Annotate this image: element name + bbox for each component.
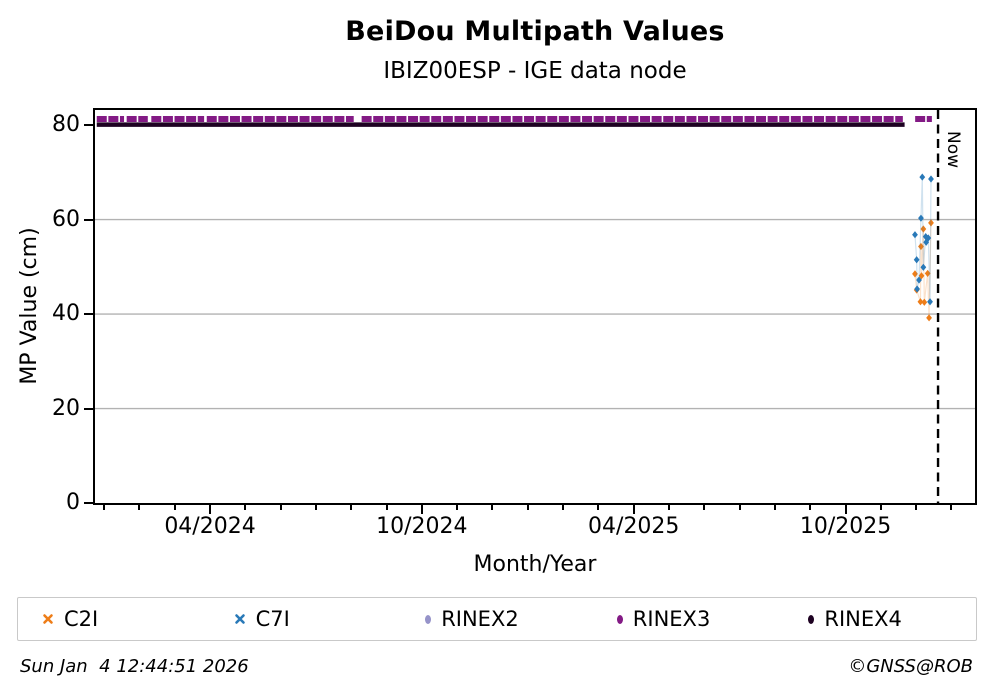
y-tick-0 [84, 502, 93, 504]
x-tick-minor-17 [809, 505, 812, 510]
point-c7i-2025-12-21 [919, 173, 926, 181]
x-tick-major-10/2024 [420, 505, 423, 514]
legend-marker-rinex2-icon [425, 614, 432, 624]
point-c7i-2025-12-15 [912, 231, 918, 239]
point-c2i-2025-12-29 [928, 219, 934, 227]
point-c7i-2025-12-20 [918, 214, 924, 222]
x-tick-minor-5 [314, 505, 317, 510]
x-tick-minor-18 [879, 505, 882, 510]
x-tick-minor-2 [173, 505, 176, 510]
point-c2i-2025-12-20 [918, 242, 924, 251]
x-tick-label-10/2025: 10/2025 [799, 514, 892, 539]
x-tick-minor-14 [703, 505, 706, 510]
legend-label-rinex2: RINEX2 [441, 607, 519, 631]
y-tick-label-20: 20 [52, 395, 80, 421]
plot-timestamp: Sun Jan 4 12:44:51 2026 [20, 656, 249, 677]
legend-marker-c7i-icon [234, 614, 245, 624]
x-tick-minor-1 [138, 505, 141, 510]
legend-label-rinex4: RINEX4 [824, 607, 902, 631]
x-tick-minor-13 [668, 505, 671, 510]
y-tick-label-0: 0 [66, 490, 80, 515]
x-tick-minor-11 [562, 505, 565, 510]
point-c7i-2025-12-17 [914, 285, 920, 293]
credit-text: ©GNSS@ROB [848, 656, 973, 677]
x-tick-minor-12 [597, 505, 600, 510]
legend-item-rinex2: RINEX2 [401, 607, 593, 631]
y-tick-80 [84, 124, 93, 127]
x-tick-minor-4 [279, 505, 282, 510]
x-tick-minor-8 [456, 505, 459, 510]
point-c2i-2025-12-22 [920, 225, 927, 233]
now-label: Now [943, 131, 963, 169]
y-tick-40 [84, 313, 93, 316]
y-tick-60 [84, 218, 93, 221]
x-tick-minor-15 [738, 505, 741, 510]
legend-item-c7i: C7I [210, 607, 402, 631]
legend-marker-rinex3-icon [616, 614, 623, 624]
y-tick-label-40: 40 [52, 301, 80, 327]
x-tick-minor-20 [950, 505, 953, 510]
point-c2i-2025-12-27 [926, 314, 932, 322]
y-tick-label-60: 60 [52, 206, 80, 232]
x-tick-minor-0 [103, 505, 106, 510]
legend-item-rinex3: RINEX3 [593, 607, 785, 631]
legend-item-rinex4: RINEX4 [784, 607, 976, 631]
x-tick-major-04/2025 [632, 505, 635, 514]
x-tick-minor-3 [244, 505, 247, 510]
x-axis-label: Month/Year [473, 552, 597, 577]
x-tick-minor-19 [915, 505, 918, 510]
x-tick-minor-9 [491, 505, 494, 510]
x-tick-major-10/2025 [844, 505, 847, 514]
point-c2i-2025-12-21 [918, 272, 925, 280]
x-tick-minor-7 [385, 505, 388, 510]
x-tick-minor-10 [526, 505, 529, 510]
y-tick-label-80: 80 [52, 112, 80, 138]
x-tick-major-04/2024 [209, 505, 212, 514]
x-tick-minor-16 [773, 505, 776, 510]
legend-box: C2I C7I RINEX2 RINEX3 RINEX4 [17, 597, 977, 641]
series-c7i-connector [914, 177, 932, 302]
legend-marker-c2i-icon [43, 614, 53, 624]
point-c2i-2025-12-19 [917, 298, 924, 306]
x-tick-label-04/2025: 04/2025 [588, 514, 680, 539]
legend-label-c2i: C2I [64, 607, 99, 631]
point-c7i-2025-12-16 [913, 256, 920, 264]
legend-marker-rinex4-icon [808, 614, 815, 624]
point-c7i-2025-12-28 [927, 298, 933, 306]
legend-label-rinex3: RINEX3 [632, 607, 711, 631]
x-tick-minor-6 [350, 505, 353, 510]
plot-canvas [95, 110, 975, 503]
chart-subtitle: IBIZ00ESP - IGE data node [383, 58, 687, 84]
series-c2i-connector [914, 222, 932, 318]
x-tick-label-04/2024: 04/2024 [164, 514, 256, 539]
y-tick-20 [84, 407, 93, 410]
point-c7i-2025-12-29 [928, 175, 934, 183]
plot-area-frame [93, 108, 977, 505]
legend-item-c2i: C2I [18, 607, 210, 631]
x-tick-label-10/2024: 10/2024 [376, 514, 468, 539]
point-c7i-2025-12-27 [925, 234, 932, 242]
chart-title: BeiDou Multipath Values [345, 16, 725, 47]
legend-label-c7i: C7I [255, 607, 290, 631]
point-c2i-2025-12-23 [921, 298, 928, 306]
